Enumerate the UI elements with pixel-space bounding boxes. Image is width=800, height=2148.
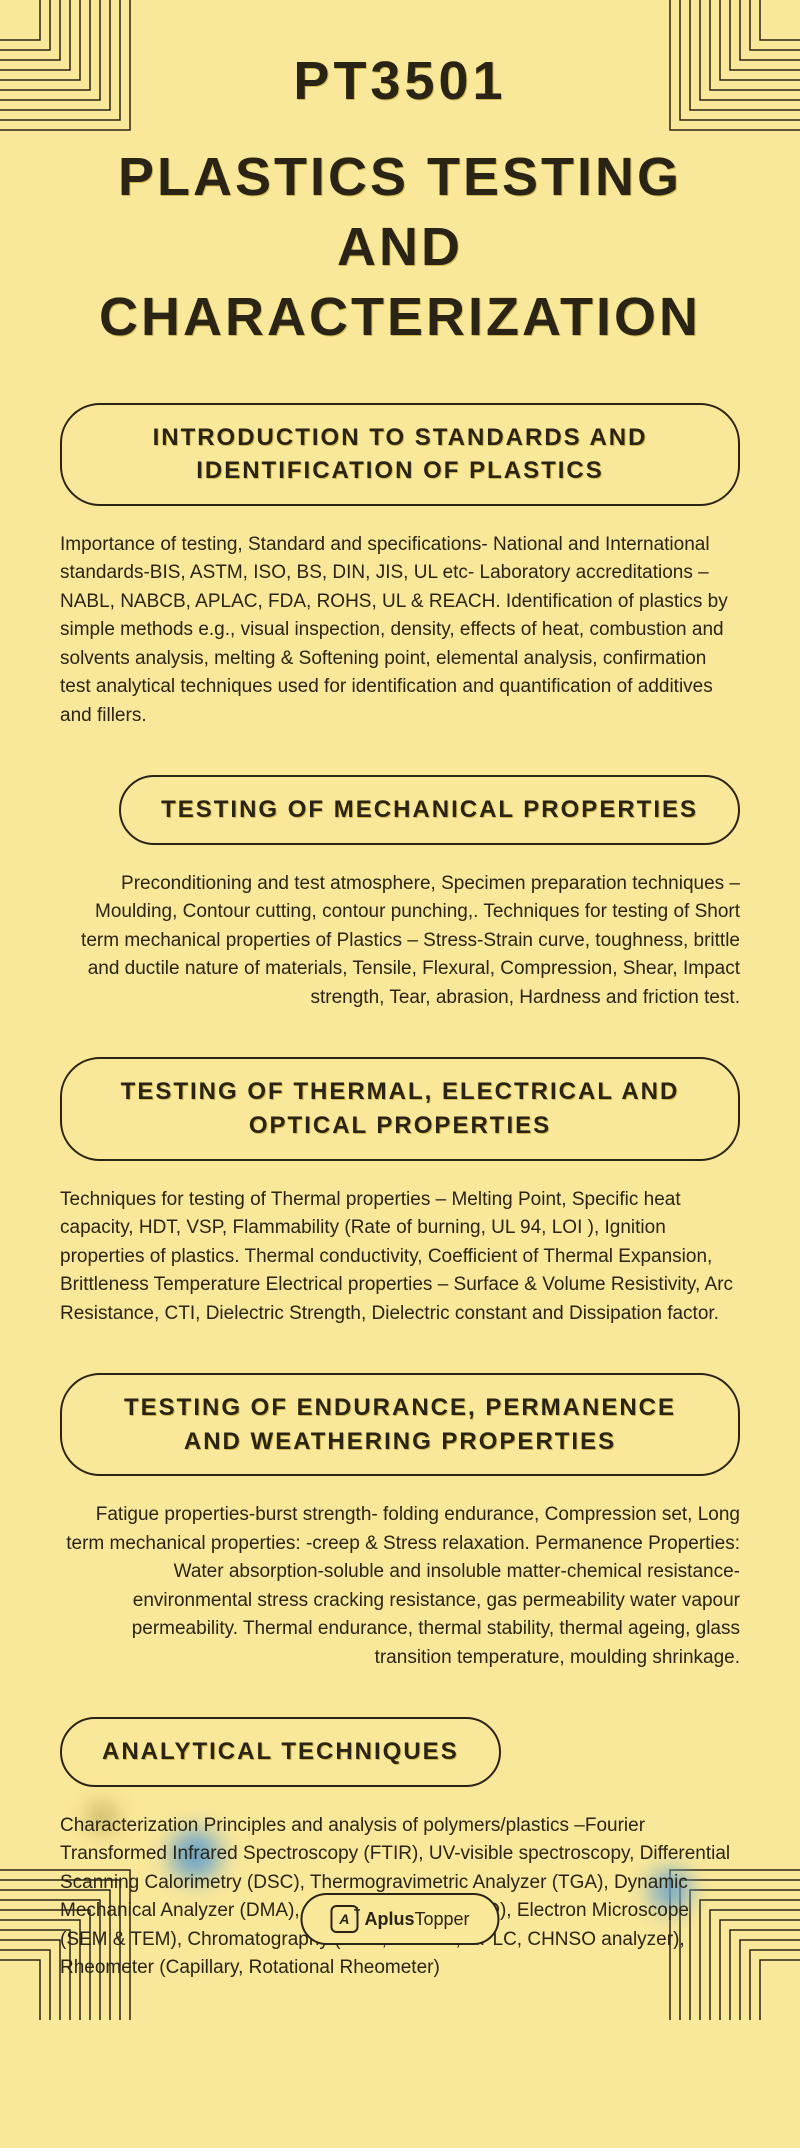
section-heading: TESTING OF MECHANICAL PROPERTIES bbox=[119, 775, 740, 845]
brand-logo: A AplusTopper bbox=[300, 1893, 499, 1945]
course-code: PT3501 bbox=[60, 50, 740, 112]
section-body: Preconditioning and test atmosphere, Spe… bbox=[60, 870, 740, 1013]
section-heading: INTRODUCTION TO STANDARDS AND IDENTIFICA… bbox=[60, 403, 740, 506]
section-heading-wrap: TESTING OF MECHANICAL PROPERTIES bbox=[60, 775, 740, 845]
logo-badge-icon: A bbox=[330, 1905, 358, 1933]
section-heading-wrap: TESTING OF ENDURANCE, PERMANENCE AND WEA… bbox=[60, 1373, 740, 1476]
section-body: Techniques for testing of Thermal proper… bbox=[60, 1186, 740, 1329]
section-heading-wrap: TESTING OF THERMAL, ELECTRICAL AND OPTIC… bbox=[60, 1057, 740, 1160]
logo-text-thin: Topper bbox=[414, 1909, 469, 1929]
section-heading: ANALYTICAL TECHNIQUES bbox=[60, 1717, 501, 1787]
section-heading-wrap: INTRODUCTION TO STANDARDS AND IDENTIFICA… bbox=[60, 403, 740, 506]
content-container: PT3501 PLASTICS TESTING AND CHARACTERIZA… bbox=[0, 0, 800, 2148]
section-heading-wrap: ANALYTICAL TECHNIQUES bbox=[60, 1717, 740, 1787]
course-title: PLASTICS TESTING AND CHARACTERIZATION bbox=[60, 142, 740, 353]
section-heading: TESTING OF ENDURANCE, PERMANENCE AND WEA… bbox=[60, 1373, 740, 1476]
section-body: Importance of testing, Standard and spec… bbox=[60, 531, 740, 731]
logo-text-bold: Aplus bbox=[364, 1909, 414, 1929]
logo-text: AplusTopper bbox=[364, 1909, 469, 1930]
section-body: Fatigue properties-burst strength- foldi… bbox=[60, 1501, 740, 1672]
section-heading: TESTING OF THERMAL, ELECTRICAL AND OPTIC… bbox=[60, 1057, 740, 1160]
